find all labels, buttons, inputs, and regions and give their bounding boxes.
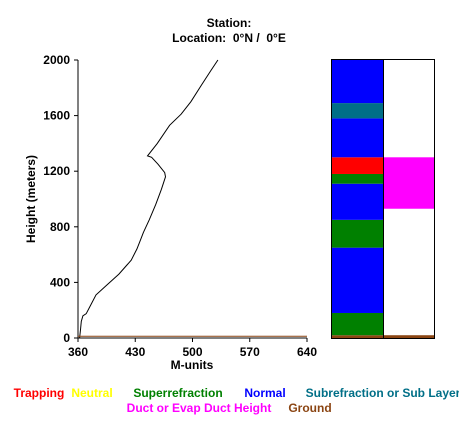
y-tick-label: 2000 bbox=[43, 53, 70, 67]
x-tick-label: 500 bbox=[182, 345, 202, 359]
category-segment-superrefraction bbox=[332, 219, 383, 248]
x-tick-label: 430 bbox=[125, 345, 145, 359]
y-tick-label: 1200 bbox=[43, 164, 70, 178]
legend-item-ground: Ground bbox=[288, 401, 331, 415]
y-tick-label: 0 bbox=[63, 331, 70, 345]
series-line-0 bbox=[79, 59, 219, 339]
location-separator: / bbox=[256, 31, 260, 45]
x-tick-label: 640 bbox=[297, 345, 317, 359]
x-tick-label: 570 bbox=[240, 345, 260, 359]
category-segment-normal bbox=[332, 118, 383, 158]
y-axis-ticks: 0 400 800 1200 1600 2000 bbox=[43, 53, 78, 345]
category-segment-ground bbox=[384, 335, 434, 338]
category-segment-normal bbox=[332, 183, 383, 220]
category-segment-normal bbox=[332, 60, 383, 104]
legend-item-duct: Duct or Evap Duct Height bbox=[127, 401, 272, 415]
category-segment-subrefraction bbox=[332, 103, 383, 119]
y-axis-label: Height (meters) bbox=[24, 155, 38, 243]
legend-item-trapping: Trapping bbox=[14, 386, 65, 400]
category-segment-superrefraction bbox=[332, 312, 383, 336]
location-label: Location: bbox=[172, 31, 226, 45]
location-lon: 0°E bbox=[266, 31, 285, 45]
x-axis-label: M-units bbox=[171, 358, 214, 372]
legend: Trapping Neutral Superrefraction Normal Subr… bbox=[14, 386, 459, 415]
legend-item-superrefraction: Superrefraction bbox=[133, 386, 222, 400]
station-label: Station: bbox=[207, 16, 252, 30]
location-line: Location: 0°N / 0°E bbox=[172, 31, 286, 45]
category-segment-ground bbox=[332, 335, 383, 338]
plot-lines bbox=[78, 59, 307, 339]
y-tick-label: 1600 bbox=[43, 109, 70, 123]
y-tick-label: 800 bbox=[50, 220, 70, 234]
x-axis-ticks: 360 430 500 570 640 bbox=[68, 338, 317, 359]
category-segment-duct bbox=[384, 157, 434, 209]
legend-item-normal: Normal bbox=[244, 386, 285, 400]
legend-item-subrefraction: Subrefraction or Sub Layer bbox=[306, 386, 459, 400]
category-bar-frame bbox=[331, 59, 435, 339]
location-lat: 0°N bbox=[233, 31, 253, 45]
y-tick-label: 400 bbox=[50, 275, 70, 289]
category-segment-normal bbox=[332, 247, 383, 313]
x-tick-label: 360 bbox=[68, 345, 88, 359]
legend-item-neutral: Neutral bbox=[71, 386, 112, 400]
category-bar bbox=[331, 59, 435, 339]
category-segment-superrefraction bbox=[332, 173, 383, 184]
category-segment-trapping bbox=[332, 157, 383, 174]
